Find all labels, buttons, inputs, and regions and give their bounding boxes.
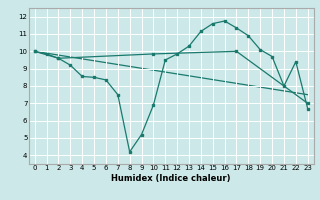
X-axis label: Humidex (Indice chaleur): Humidex (Indice chaleur) — [111, 174, 231, 183]
